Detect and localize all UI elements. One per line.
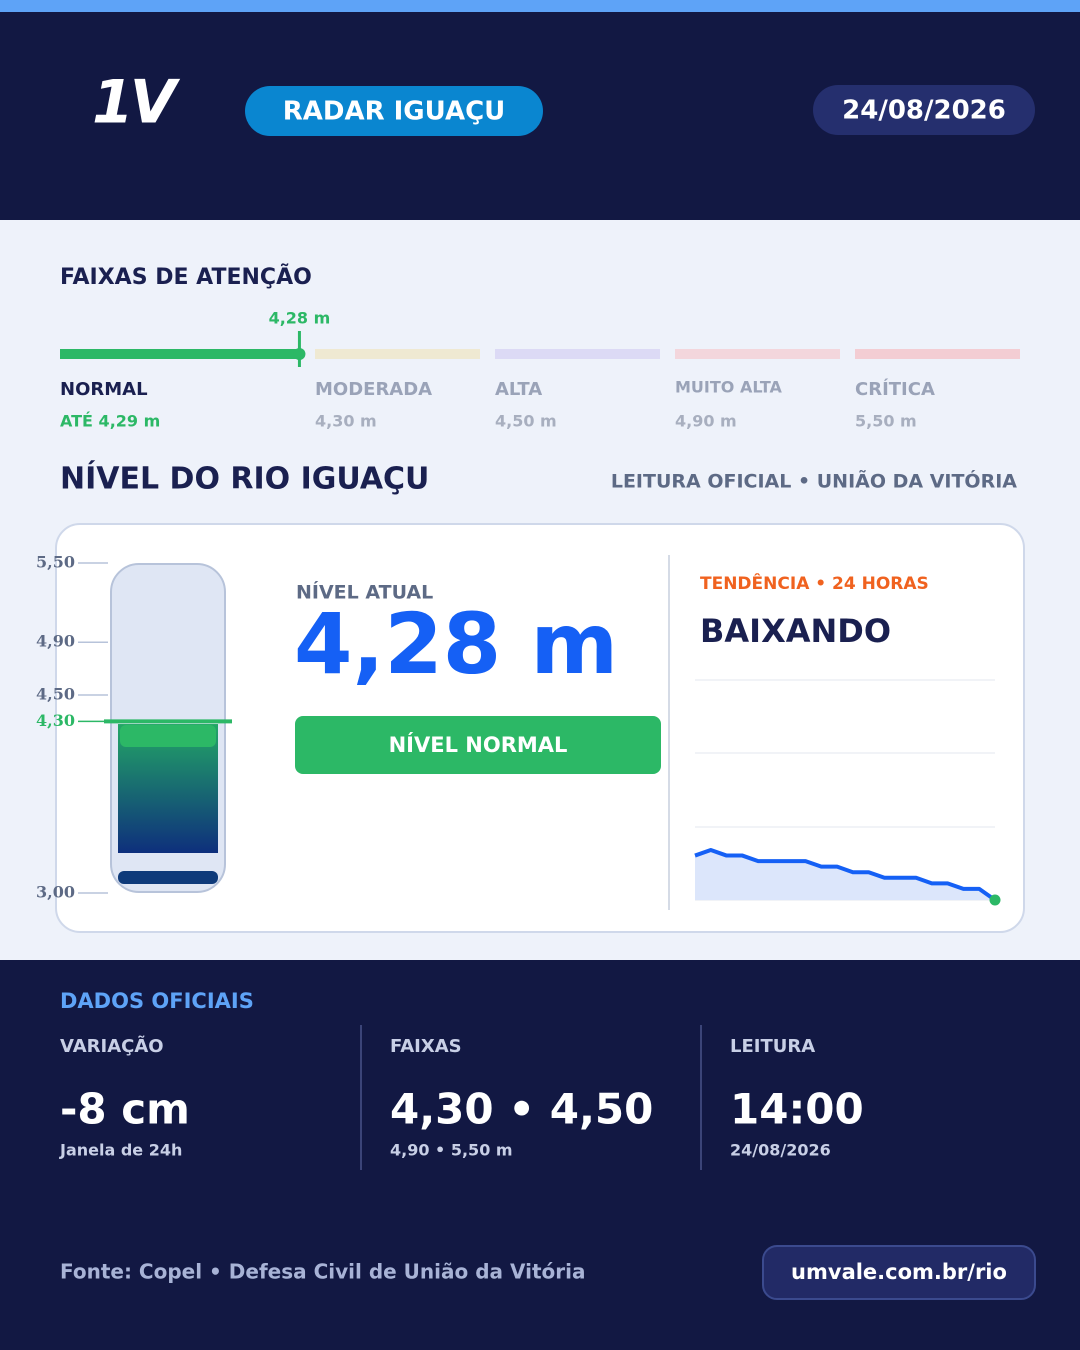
gauge-tick-label: 3,00 <box>36 883 75 902</box>
level-source: LEITURA OFICIAL • UNIÃO DA VITÓRIA <box>611 469 1017 493</box>
gauge-water-top <box>120 725 216 748</box>
stat-note: Janela de 24h <box>59 1141 182 1160</box>
gauge: 5,50 4,90 4,50 4,30 3,00 <box>36 553 232 902</box>
title-pill <box>245 86 543 136</box>
status-text: NÍVEL NORMAL <box>389 732 568 757</box>
band-name: ALTA <box>495 379 542 400</box>
trend-title: TENDÊNCIA • 24 HORAS <box>700 572 929 594</box>
status-button <box>295 716 661 774</box>
stat-value: 4,30 • 4,50 <box>390 1085 653 1134</box>
gauge-tick-label: 4,50 <box>36 685 75 704</box>
trend-end-dot <box>989 894 1001 906</box>
band-range: ATÉ 4,29 m <box>60 412 160 431</box>
bands: 4,28 m NORMAL ATÉ 4,29 m MODERADA 4,30 m ALTA… <box>60 309 1020 431</box>
stats: VARIAÇÃO -8 cm Janela de 24h FAIXAS 4,30 • 4… <box>59 1034 864 1160</box>
gauge-tick-label: 5,50 <box>36 553 75 572</box>
band-marker-dot <box>293 348 306 360</box>
stat-note: 24/08/2026 <box>730 1141 831 1160</box>
band-name: CRÍTICA <box>855 378 935 400</box>
top-strip <box>0 0 1080 12</box>
band-segment <box>675 349 840 359</box>
gauge-tick-label: 4,90 <box>36 632 75 651</box>
band-progress <box>60 349 300 359</box>
band-name: NORMAL <box>60 379 148 400</box>
footer-url[interactable]: umvale.com.br/rio <box>791 1260 1007 1284</box>
trend-status: BAIXANDO <box>700 612 891 650</box>
level-title: NÍVEL DO RIO IGUAÇU <box>60 461 429 497</box>
band-segment <box>855 349 1020 359</box>
band-segment <box>495 349 660 359</box>
band-range: 4,30 m <box>315 412 377 431</box>
gauge-tick-label: 4,30 <box>36 711 75 730</box>
date-pill <box>813 85 1035 135</box>
current-title: NÍVEL ATUAL <box>296 581 433 604</box>
stat-label: LEITURA <box>730 1036 815 1057</box>
band-marker-label: 4,28 m <box>269 309 331 328</box>
official-title: DADOS OFICIAIS <box>60 989 254 1013</box>
stat-label: FAIXAS <box>390 1036 462 1057</box>
stat-note: 4,90 • 5,50 m <box>390 1141 513 1160</box>
band-segment <box>315 349 480 359</box>
gauge-base <box>118 871 218 884</box>
footer-source: Fonte: Copel • Defesa Civil de União da … <box>60 1260 585 1284</box>
band-range: 4,50 m <box>495 412 557 431</box>
header-date: 24/08/2026 <box>842 96 1006 126</box>
current-value: 4,28 m <box>294 595 618 693</box>
trend-chart <box>694 848 1001 906</box>
band-name: MODERADA <box>315 379 432 400</box>
url-pill[interactable] <box>762 1245 1036 1300</box>
stat-label: VARIAÇÃO <box>60 1034 164 1057</box>
band-range: 5,50 m <box>855 412 917 431</box>
trend-line <box>694 848 997 902</box>
header-title: RADAR IGUAÇU <box>283 97 506 127</box>
bands-title: FAIXAS DE ATENÇÃO <box>60 264 312 290</box>
stat-value: -8 cm <box>60 1085 190 1134</box>
logo: 1V <box>92 68 181 138</box>
band-range: 4,90 m <box>675 412 737 431</box>
band-name: MUITO ALTA <box>675 378 783 397</box>
stat-value: 14:00 <box>730 1085 864 1134</box>
